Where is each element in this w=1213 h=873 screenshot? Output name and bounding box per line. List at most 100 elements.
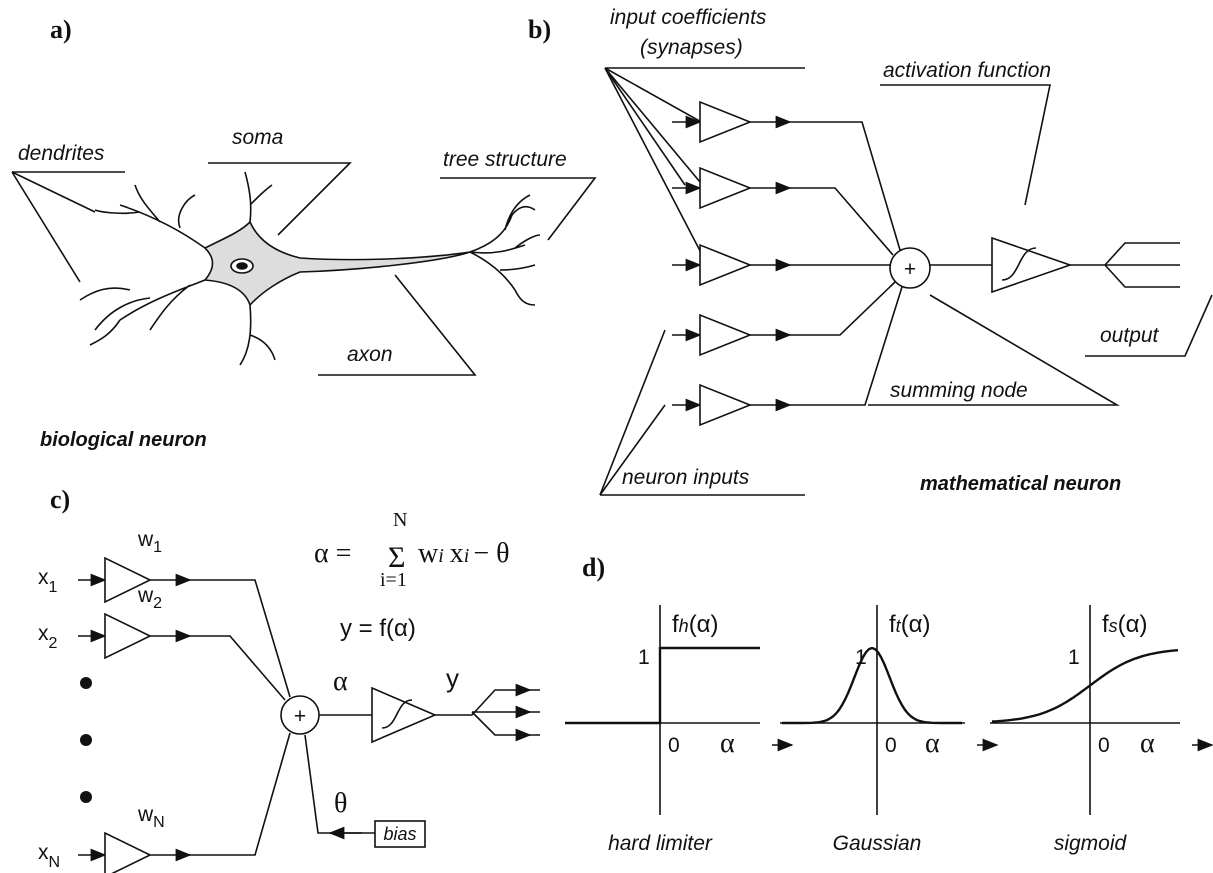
leader-lines (208, 162, 352, 236)
caption: Gaussian (833, 832, 922, 855)
function-arg: (α) (689, 611, 719, 638)
function-name: f (889, 611, 896, 638)
function-label: fh(α) (672, 611, 719, 638)
caption: sigmoid (1054, 832, 1128, 855)
input-index: 1 (49, 579, 58, 596)
leader-lines (604, 67, 711, 195)
sum-symbol: + (904, 258, 916, 281)
bias-label: bias (383, 824, 416, 844)
input-label: x1 (38, 566, 58, 596)
leader-lines (11, 162, 597, 376)
dots (80, 677, 92, 803)
formula-rest: − θ (473, 538, 509, 569)
function-sub: h (679, 616, 689, 636)
summing-node (889, 247, 931, 289)
input-name: x (38, 566, 49, 589)
soma-label: soma (232, 126, 283, 149)
dots (80, 677, 92, 689)
wire (185, 635, 286, 701)
biological-neuron-sketch (94, 184, 206, 249)
function-arg: (α) (1118, 611, 1148, 638)
weight-name: w (137, 803, 154, 826)
weight-label: w1 (137, 528, 162, 556)
weight-block (699, 166, 753, 210)
sum-lower: i=1 (380, 569, 407, 591)
panel-label: b) (528, 15, 551, 44)
leader-lines (318, 274, 477, 376)
axis-label: α (1140, 728, 1155, 759)
function-name: f (1102, 611, 1109, 638)
wire (185, 732, 291, 856)
input-name: x (38, 622, 49, 645)
input-index: 2 (49, 635, 58, 652)
network-wiring (1070, 242, 1180, 288)
y: y (446, 663, 459, 693)
weight-name: w (137, 528, 154, 551)
function-label: ft(α) (889, 611, 931, 638)
dots (80, 791, 92, 803)
bias-box (374, 820, 426, 848)
panel-label: c) (50, 485, 70, 514)
dendrites-label: dendrites (18, 142, 105, 165)
weight-block (104, 556, 152, 604)
activation-curve (381, 699, 413, 729)
weight-label: wN (137, 803, 165, 831)
function-curve (991, 649, 1179, 723)
biological-neuron-sketch (244, 171, 273, 223)
leader-lines (599, 404, 666, 496)
weight-block (699, 100, 753, 144)
leader-lines (11, 171, 81, 283)
weight-block (699, 383, 753, 427)
wire (185, 579, 291, 698)
activation-label: activation function (883, 59, 1051, 82)
input-label: xN (38, 841, 60, 871)
summing-node (280, 695, 320, 735)
sigma: Σ (388, 541, 405, 574)
weight-index: 1 (153, 539, 162, 556)
summing-node-label: summing node (890, 379, 1028, 402)
one-label: 1 (1068, 646, 1080, 669)
one-label: 1 (855, 646, 867, 669)
weight-block (699, 243, 753, 287)
network-wiring (790, 281, 896, 336)
axon-label: axon (347, 343, 393, 366)
leader-lines (599, 329, 666, 496)
panel-label: a) (50, 15, 72, 44)
c-wiring (304, 683, 540, 840)
leader-lines (11, 171, 96, 213)
sum-upper: N (393, 509, 407, 531)
biological-neuron-sketch (79, 279, 206, 346)
w: w (418, 538, 439, 569)
synapses-label: (synapses) (640, 36, 743, 59)
network-wiring (790, 286, 903, 406)
weight-block (104, 612, 152, 660)
axis-label: α (925, 728, 940, 759)
theta: θ (334, 788, 347, 819)
activation-block (371, 686, 438, 744)
zero-label: 0 (885, 734, 897, 757)
weight-block (699, 313, 753, 357)
function-curve (565, 646, 760, 725)
caption: hard limiter (608, 832, 713, 855)
function-sub: t (896, 616, 902, 636)
formula: α = (314, 538, 351, 569)
biological-neuron-sketch (203, 220, 471, 307)
network-wiring (790, 187, 894, 256)
function-curve (782, 646, 962, 725)
leader-lines (868, 294, 1120, 406)
caption: biological neuron (40, 429, 207, 451)
zero-label: 0 (1098, 734, 1110, 757)
tree-structure-label: tree structure (443, 148, 567, 171)
synapses-label: input coefficients (610, 6, 767, 29)
network-wiring (790, 121, 1180, 406)
network-wiring (790, 121, 901, 251)
activation-block (991, 236, 1073, 294)
w-index: i (438, 545, 444, 567)
caption: mathematical neuron (920, 473, 1121, 495)
x: x (450, 538, 464, 569)
formula-term: wi xi − θ (418, 538, 510, 569)
zero-label: 0 (668, 734, 680, 757)
activation-curve (1001, 247, 1037, 281)
weight-block (104, 831, 152, 873)
